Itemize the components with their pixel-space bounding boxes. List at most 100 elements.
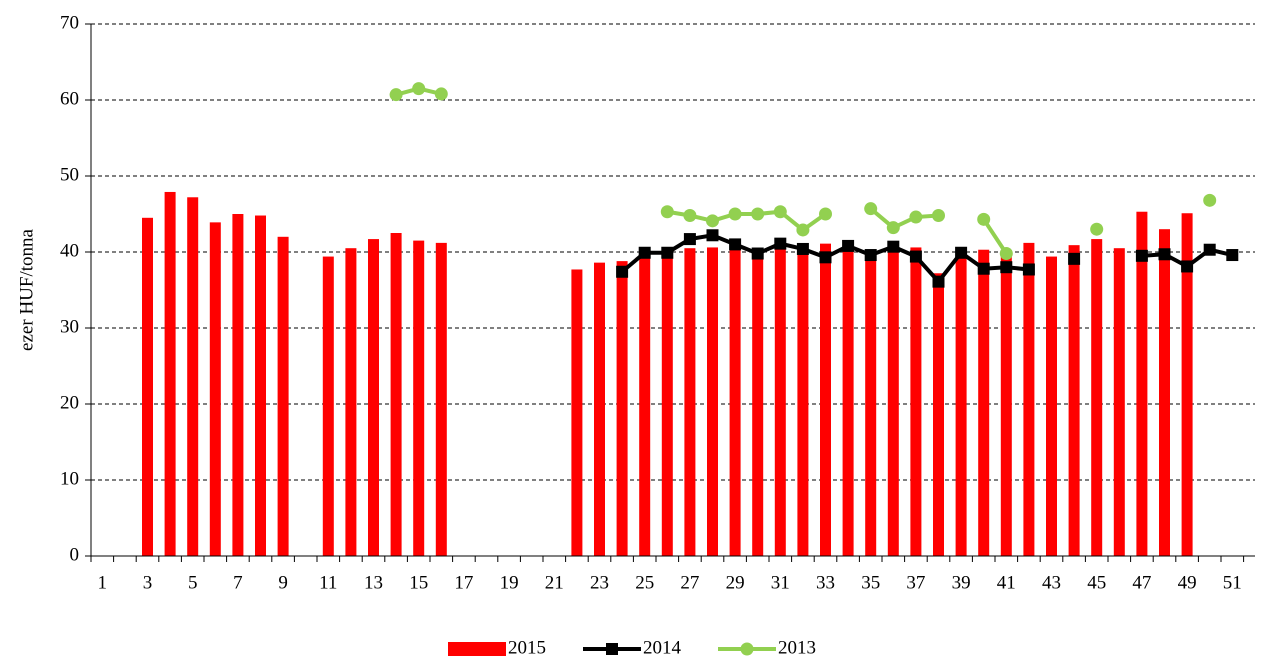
marker [1068, 252, 1081, 265]
bar [232, 214, 244, 556]
x-tick-label: 13 [364, 572, 383, 593]
marker [909, 250, 922, 263]
bar [571, 269, 583, 556]
marker [729, 238, 742, 251]
marker [1226, 249, 1239, 262]
marker [751, 207, 765, 221]
x-tick-label: 47 [1132, 572, 1151, 593]
bar [1000, 252, 1012, 556]
bar [774, 245, 786, 557]
marker [1000, 261, 1013, 274]
bar [661, 253, 673, 556]
marker [1181, 260, 1194, 273]
bar [1068, 245, 1080, 556]
bar [707, 247, 718, 556]
bar [209, 222, 221, 557]
bar [639, 252, 651, 556]
marker [774, 237, 787, 250]
legend-label: 2014 [643, 637, 682, 658]
bar [842, 244, 854, 556]
marker [977, 212, 991, 226]
marker [728, 207, 742, 221]
marker [909, 210, 923, 224]
x-tick-label: 25 [635, 572, 654, 593]
bar [413, 240, 425, 556]
bar [1091, 239, 1103, 556]
x-tick-label: 11 [319, 572, 337, 593]
marker [1090, 222, 1104, 236]
bar [887, 248, 899, 556]
x-tick-label: 23 [590, 572, 609, 593]
bar [1023, 242, 1035, 556]
x-tick-label: 29 [726, 572, 745, 593]
bar [684, 248, 696, 556]
marker [977, 262, 990, 275]
marker [1158, 248, 1171, 261]
x-tick-label: 17 [454, 572, 473, 593]
bar [910, 247, 922, 556]
x-tick-label: 1 [98, 572, 108, 593]
y-tick-label: 0 [70, 544, 80, 565]
legend-swatch [448, 642, 506, 656]
marker [434, 87, 448, 101]
bar [435, 242, 447, 556]
bar [820, 243, 831, 556]
bar [255, 215, 266, 556]
bar [322, 256, 334, 556]
x-tick-label: 45 [1087, 572, 1106, 593]
y-tick-label: 10 [60, 468, 79, 489]
marker [796, 242, 809, 255]
marker [864, 249, 877, 262]
bar [345, 248, 357, 556]
bar [1113, 248, 1125, 556]
marker [638, 246, 651, 259]
bar [594, 262, 605, 556]
x-tick-label: 3 [143, 572, 153, 593]
bar [955, 252, 967, 556]
legend-marker [740, 642, 754, 656]
marker [955, 246, 968, 259]
y-axis-label: ezer HUF/tonna [16, 229, 37, 351]
bar [277, 236, 289, 557]
marker [1203, 243, 1216, 256]
marker [683, 233, 696, 246]
bar [1136, 211, 1148, 556]
x-tick-label: 15 [409, 572, 428, 593]
bar [1046, 256, 1057, 556]
marker [751, 247, 764, 260]
bar [142, 217, 153, 557]
bar [187, 197, 199, 556]
bar [865, 251, 877, 557]
marker [706, 229, 719, 242]
y-tick-label: 30 [60, 316, 79, 337]
marker [1022, 263, 1035, 276]
bar [164, 191, 176, 556]
marker [683, 209, 697, 223]
bar [752, 252, 764, 556]
x-tick-label: 35 [861, 572, 880, 593]
bar [933, 273, 944, 556]
marker [999, 247, 1013, 261]
x-tick-label: 49 [1178, 572, 1197, 593]
marker [1135, 249, 1148, 262]
bar [368, 239, 379, 556]
x-tick-label: 33 [816, 572, 835, 593]
marker [864, 202, 878, 216]
legend-label: 2013 [778, 637, 816, 658]
marker [886, 221, 900, 235]
x-tick-label: 7 [233, 572, 243, 593]
bar [797, 245, 809, 556]
marker [796, 223, 810, 237]
y-tick-label: 60 [60, 88, 79, 109]
x-tick-label: 9 [278, 572, 288, 593]
marker [1203, 193, 1217, 207]
marker [412, 82, 426, 96]
marker [389, 88, 403, 102]
x-tick-label: 37 [906, 572, 925, 593]
bar [729, 245, 741, 556]
marker [706, 214, 719, 228]
marker [661, 246, 674, 259]
legend-label: 2015 [508, 637, 546, 658]
bar [1181, 213, 1193, 557]
